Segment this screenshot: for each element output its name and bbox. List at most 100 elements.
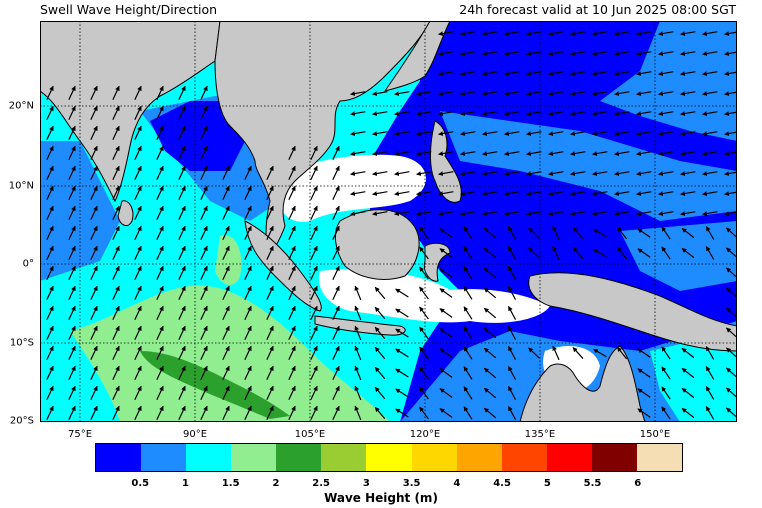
swell-arrow — [463, 226, 473, 240]
swell-arrow — [570, 111, 586, 116]
swell-arrow — [614, 191, 630, 196]
swell-arrow — [266, 205, 274, 221]
swell-arrow — [178, 205, 186, 221]
calm-banda-sea — [440, 289, 550, 323]
swell-arrow — [439, 288, 453, 298]
colorbar-segment — [276, 444, 322, 471]
swell-arrow — [350, 151, 366, 156]
swell-arrow — [702, 31, 718, 36]
swell-arrow — [526, 151, 542, 156]
swell-arrow — [178, 285, 186, 301]
swell-arrow — [90, 405, 98, 421]
swell-arrow — [504, 91, 520, 96]
swell-arrow — [244, 385, 252, 401]
lon-tick-90: 90°E — [182, 429, 208, 440]
land-sumatra — [244, 220, 322, 312]
swell-arrow — [702, 191, 718, 196]
swell-arrow — [548, 131, 564, 136]
swell-arrow — [528, 227, 540, 239]
swell-arrow — [244, 205, 252, 221]
swell-arrow — [90, 365, 98, 381]
swell-arrow — [372, 131, 388, 136]
swell-arrow — [178, 245, 186, 261]
swell-arrow — [439, 228, 453, 238]
swell-arrow — [661, 246, 671, 260]
swell-arrow — [68, 85, 76, 101]
swell-arrow — [504, 111, 520, 116]
swell-arrow — [266, 165, 274, 181]
colorbar-tick-label: 4 — [453, 478, 461, 489]
swell-arrow — [419, 246, 429, 260]
swell-arrow — [726, 227, 737, 239]
swell-arrow — [483, 367, 497, 379]
land-borneo — [334, 209, 420, 280]
swell-arrow — [592, 91, 608, 96]
swell-arrow — [134, 125, 142, 141]
swell-arrow — [46, 305, 54, 321]
swell-arrow — [394, 91, 410, 96]
swell-arrow — [658, 211, 674, 216]
swell-arrow — [680, 151, 696, 156]
swell-arrow — [614, 111, 630, 116]
swell-arrow — [526, 171, 542, 176]
swell-arrow — [463, 406, 473, 420]
swell-arrow — [438, 171, 454, 176]
swell-arrow — [702, 91, 718, 96]
swell-arrow — [658, 71, 674, 76]
swell-arrow — [570, 31, 586, 36]
swell-arrow — [661, 346, 671, 360]
swell-arrow — [68, 325, 76, 341]
swell-arrow — [681, 367, 695, 379]
swell-arrow — [288, 165, 296, 181]
swell-arrow — [112, 265, 120, 281]
swell-arrow — [507, 305, 517, 320]
colorbar-segment — [141, 444, 187, 471]
swell-arrow — [439, 248, 453, 258]
swell-arrow — [288, 345, 296, 361]
swell-arrow — [419, 406, 429, 420]
swell-arrow — [726, 327, 737, 339]
swell-arrow — [222, 365, 230, 381]
swell-arrow — [266, 185, 274, 201]
swell-arrow — [705, 406, 715, 420]
swell-arrow — [134, 145, 142, 161]
swell-arrow — [200, 85, 208, 101]
swell-arrow — [134, 225, 142, 241]
swell-arrow — [463, 366, 473, 380]
swell-arrow — [637, 388, 651, 398]
swell-arrow — [244, 405, 252, 421]
swell-arrow — [507, 225, 517, 240]
swell-arrow — [483, 247, 497, 259]
swell-arrow — [438, 111, 454, 116]
colorbar-tick-label: 2 — [272, 478, 280, 489]
swell-arrow — [200, 105, 208, 121]
swell-arrow — [332, 305, 340, 321]
swell-arrow — [548, 91, 564, 96]
swell-arrow — [636, 51, 652, 56]
swell-arrow — [350, 91, 366, 96]
swell-arrow — [680, 51, 696, 56]
swell-arrow — [134, 325, 142, 341]
swell-arrow — [200, 285, 208, 301]
swell-arrow — [438, 211, 454, 216]
swell-arrow — [244, 265, 252, 281]
swell-arrow — [528, 347, 540, 359]
swell-arrow — [637, 408, 651, 418]
swell-arrow — [354, 285, 362, 301]
swell-arrow — [222, 385, 230, 401]
swell-arrow — [570, 211, 586, 216]
swell-arrow — [528, 247, 540, 259]
swell-arrow — [374, 286, 386, 300]
swell-arrow — [681, 227, 695, 239]
swell-arrow — [112, 345, 120, 361]
swell-arrow — [68, 265, 76, 281]
swell-arrow — [222, 225, 230, 241]
swell-arrow — [438, 71, 454, 76]
swell-arrow — [658, 191, 674, 196]
swell-arrow — [156, 325, 164, 341]
swell-arrow — [504, 31, 520, 36]
swell-map[interactable] — [40, 21, 737, 422]
swell-arrow — [482, 191, 498, 196]
swell-arrow — [200, 165, 208, 181]
swell-arrow — [705, 246, 715, 260]
